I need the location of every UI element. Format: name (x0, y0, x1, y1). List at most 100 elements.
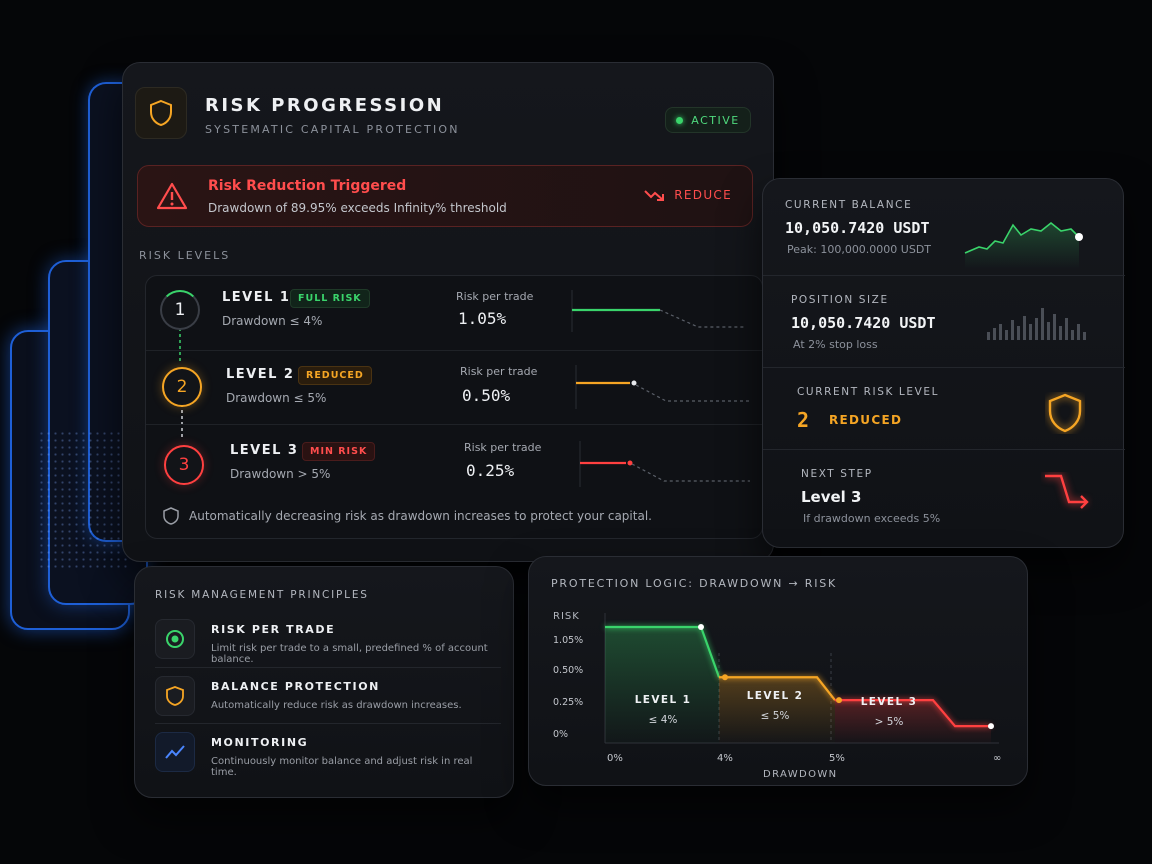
current-balance-section: CURRENT BALANCE 10,050.7420 USDT Peak: 1… (763, 179, 1125, 275)
list-item: RISK PER TRADE Limit risk per trade to a… (155, 611, 501, 667)
risk-per-trade-value: 1.05% (458, 309, 507, 328)
next-step-value: Level 3 (801, 488, 862, 506)
levels-footnote: Automatically decreasing risk as drawdow… (163, 507, 652, 525)
level-name: LEVEL 2 (226, 367, 295, 382)
data-point (836, 697, 842, 704)
balance-value: 10,050.7420 USDT (785, 219, 930, 237)
y-tick-label: 0.25% (553, 697, 583, 708)
principle-name: RISK PER TRADE (211, 623, 336, 636)
target-icon (155, 619, 195, 659)
level-badge: MIN RISK (302, 442, 376, 461)
position-size-section: POSITION SIZE 10,050.7420 USDT At 2% sto… (763, 275, 1125, 367)
level-badge: REDUCED (298, 366, 372, 385)
step-down-arrow-icon (1045, 474, 1089, 509)
zone-label: LEVEL 1 (635, 694, 692, 706)
risk-per-trade-value: 0.25% (466, 461, 515, 480)
zone-range: ≤ 4% (649, 714, 678, 726)
level-badge: FULL RISK (290, 289, 370, 308)
stat-label: CURRENT BALANCE (785, 199, 913, 211)
shield-icon (1048, 393, 1082, 433)
y-axis-label: RISK (553, 611, 580, 622)
list-item[interactable]: 1 LEVEL 1 FULL RISK Drawdown ≤ 4% Risk p… (146, 276, 764, 350)
position-size-note: At 2% stop loss (793, 338, 878, 351)
data-point (698, 624, 704, 630)
list-item: MONITORING Continuously monitor balance … (155, 723, 501, 779)
stat-label: POSITION SIZE (791, 294, 889, 306)
warning-icon (156, 181, 188, 215)
level-trend-chart (579, 441, 750, 487)
level-drawdown: Drawdown ≤ 5% (226, 391, 327, 405)
status-badge: ACTIVE (665, 107, 751, 133)
y-tick-label: 0.50% (553, 665, 583, 676)
risk-per-trade-value: 0.50% (462, 386, 511, 405)
chart-title: PROTECTION LOGIC: DRAWDOWN → RISK (551, 577, 838, 590)
principle-desc: Continuously monitor balance and adjust … (211, 756, 473, 778)
principle-desc: Limit risk per trade to a small, predefi… (211, 643, 488, 665)
zone-area (719, 677, 835, 743)
risk-alert-banner: Risk Reduction Triggered Drawdown of 89.… (137, 165, 753, 227)
x-tick-label: ∞ (993, 753, 1001, 764)
position-size-value: 10,050.7420 USDT (791, 314, 936, 332)
shield-icon (163, 507, 179, 525)
protection-logic-chart: RISK DRAWDOWN 1.05% 0.50% 0.25% 0% 0% 4% 5% ∞ LEVE… (553, 611, 1001, 780)
trend-icon (155, 732, 195, 772)
level-drawdown: Drawdown ≤ 4% (222, 314, 323, 328)
section-label: RISK LEVELS (139, 249, 231, 262)
zone-area (605, 627, 719, 743)
current-level-status: REDUCED (829, 413, 903, 427)
series-line (835, 699, 991, 728)
level-name: LEVEL 3 (230, 443, 299, 458)
next-step-condition: If drawdown exceeds 5% (803, 512, 941, 525)
level-drawdown: Drawdown > 5% (230, 467, 331, 481)
level-number-badge: 2 (162, 367, 202, 407)
y-tick-label: 0% (553, 729, 568, 740)
page-subtitle: SYSTEMATIC CAPITAL PROTECTION (205, 123, 460, 136)
zone-area (835, 700, 991, 743)
risk-levels-list: 1 LEVEL 1 FULL RISK Drawdown ≤ 4% Risk p… (145, 275, 764, 539)
risk-progression-panel: RISK PROGRESSION SYSTEMATIC CAPITAL PROT… (122, 62, 774, 562)
x-tick-label: 5% (829, 753, 845, 764)
shield-icon (135, 87, 187, 139)
level-number-badge: 3 (164, 445, 204, 485)
next-step-section: NEXT STEP Level 3 If drawdown exceeds 5% (763, 449, 1125, 549)
y-tick-label: 1.05% (553, 635, 583, 646)
level-trend-chart (571, 290, 746, 332)
list-item: BALANCE PROTECTION Automatically reduce … (155, 667, 501, 723)
page-title: RISK PROGRESSION (205, 95, 445, 116)
shield-icon (155, 676, 195, 716)
zone-label: LEVEL 2 (747, 690, 804, 702)
principle-name: MONITORING (211, 736, 309, 749)
alert-message: Drawdown of 89.95% exceeds Infinity% thr… (208, 201, 507, 215)
reduce-action-button[interactable]: REDUCE (644, 188, 732, 202)
level-name: LEVEL 1 (222, 290, 291, 305)
stat-label: CURRENT RISK LEVEL (797, 386, 940, 398)
series-line (719, 676, 836, 701)
level-trend-chart (575, 365, 750, 409)
zone-range: > 5% (875, 716, 904, 728)
peak-balance: Peak: 100,000.0000 USDT (787, 243, 932, 256)
data-point (722, 674, 728, 681)
volume-bars (987, 308, 1086, 340)
list-item[interactable]: 3 LEVEL 3 MIN RISK Drawdown > 5% Risk pe… (146, 424, 764, 500)
data-point (988, 723, 994, 730)
balance-sparkline (964, 221, 1083, 269)
x-tick-label: 4% (717, 753, 733, 764)
risk-per-trade-label: Risk per trade (464, 441, 542, 454)
x-tick-label: 0% (607, 753, 623, 764)
trend-down-icon (644, 190, 665, 201)
x-axis-label: DRAWDOWN (763, 769, 838, 780)
level-number-badge: 1 (160, 290, 200, 330)
protection-logic-chart-panel: PROTECTION LOGIC: DRAWDOWN → RISK RISK DR… (528, 556, 1028, 786)
status-dot-icon (676, 116, 684, 124)
principle-name: BALANCE PROTECTION (211, 680, 380, 693)
stats-panel: CURRENT BALANCE 10,050.7420 USDT Peak: 1… (762, 178, 1125, 549)
risk-per-trade-label: Risk per trade (456, 290, 534, 303)
current-level-number: 2 (797, 408, 810, 432)
risk-per-trade-label: Risk per trade (460, 365, 538, 378)
stat-label: NEXT STEP (801, 468, 873, 480)
principles-title: RISK MANAGEMENT PRINCIPLES (155, 589, 369, 601)
zone-label: LEVEL 3 (861, 696, 918, 708)
alert-title: Risk Reduction Triggered (208, 178, 407, 194)
list-item[interactable]: 2 LEVEL 2 REDUCED Drawdown ≤ 5% Risk per… (146, 350, 764, 424)
principle-desc: Automatically reduce risk as drawdown in… (211, 700, 462, 711)
